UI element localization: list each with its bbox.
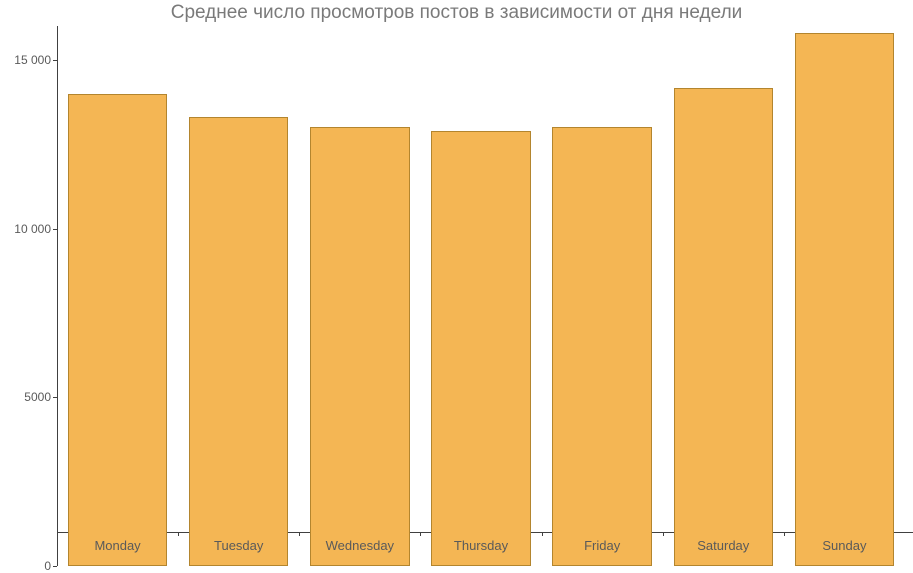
x-tick-label: Monday bbox=[94, 538, 140, 553]
x-tick-mark bbox=[784, 532, 785, 536]
bar bbox=[431, 131, 530, 566]
x-tick-mark bbox=[178, 532, 179, 536]
y-tick-label: 10 000 bbox=[14, 222, 57, 236]
x-tick-label: Thursday bbox=[454, 538, 508, 553]
bar bbox=[674, 88, 773, 566]
x-tick-label: Wednesday bbox=[326, 538, 394, 553]
y-tick-label: 0 bbox=[44, 559, 57, 573]
bar bbox=[68, 94, 167, 567]
x-tick-mark bbox=[420, 532, 421, 536]
chart-title: Среднее число просмотров постов в зависи… bbox=[0, 2, 913, 24]
chart-container: Среднее число просмотров постов в зависи… bbox=[0, 0, 913, 573]
x-tick-mark bbox=[299, 532, 300, 536]
bars-group bbox=[57, 26, 905, 566]
x-tick-label: Saturday bbox=[697, 538, 749, 553]
y-tick-label: 5000 bbox=[24, 390, 57, 404]
bar bbox=[795, 33, 894, 566]
bar bbox=[189, 117, 288, 566]
x-tick-label: Friday bbox=[584, 538, 620, 553]
bar bbox=[310, 127, 409, 566]
x-tick-label: Tuesday bbox=[214, 538, 263, 553]
x-tick-label: Sunday bbox=[822, 538, 866, 553]
x-tick-mark bbox=[542, 532, 543, 536]
y-tick-label: 15 000 bbox=[14, 53, 57, 67]
bar bbox=[552, 127, 651, 566]
plot-area: 0500010 00015 000 MondayTuesdayWednesday… bbox=[57, 26, 905, 566]
x-tick-mark bbox=[663, 532, 664, 536]
